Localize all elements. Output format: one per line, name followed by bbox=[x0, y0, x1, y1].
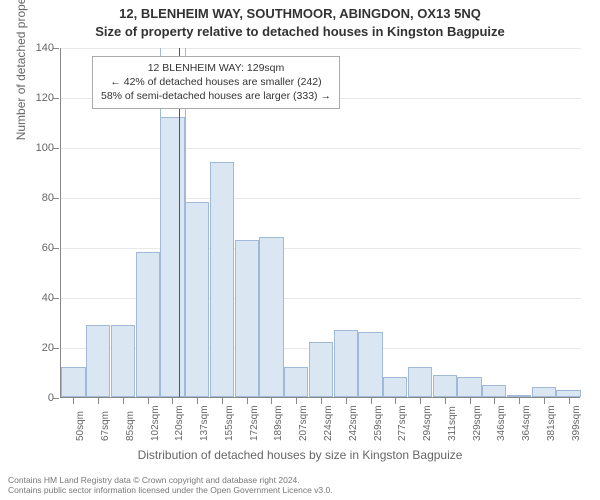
x-axis-title: Distribution of detached houses by size … bbox=[0, 448, 600, 462]
x-tick-label: 137sqm bbox=[199, 405, 210, 441]
footer: Contains HM Land Registry data © Crown c… bbox=[8, 475, 333, 496]
x-tick-label: 346sqm bbox=[496, 405, 507, 441]
x-tick bbox=[395, 398, 396, 404]
y-tick-label: 120 bbox=[36, 92, 54, 104]
x-tick-label: 242sqm bbox=[348, 405, 359, 441]
x-tick-label: 399sqm bbox=[571, 405, 582, 441]
y-tick-label: 60 bbox=[42, 242, 54, 254]
y-tick-label: 100 bbox=[36, 142, 54, 154]
x-tick bbox=[371, 398, 372, 404]
x-tick bbox=[222, 398, 223, 404]
x-tick bbox=[271, 398, 272, 404]
x-tick bbox=[346, 398, 347, 404]
histogram-bar bbox=[507, 395, 531, 397]
histogram-bar bbox=[334, 330, 358, 398]
x-tick bbox=[470, 398, 471, 404]
x-tick-label: 329sqm bbox=[472, 405, 483, 441]
x-tick-label: 189sqm bbox=[273, 405, 284, 441]
histogram-bar bbox=[532, 387, 556, 397]
histogram-bar bbox=[482, 385, 506, 398]
annotation-line-3: 58% of semi-detached houses are larger (… bbox=[101, 89, 331, 103]
chart-container: 12, BLENHEIM WAY, SOUTHMOOR, ABINGDON, O… bbox=[0, 0, 600, 500]
x-tick bbox=[321, 398, 322, 404]
x-tick bbox=[172, 398, 173, 404]
histogram-bar bbox=[259, 237, 283, 397]
y-tick-label: 80 bbox=[42, 192, 54, 204]
x-tick-label: 207sqm bbox=[298, 405, 309, 441]
x-tick-label: 364sqm bbox=[521, 405, 532, 441]
x-tick-label: 155sqm bbox=[224, 405, 235, 441]
x-tick bbox=[123, 398, 124, 404]
histogram-bar bbox=[383, 377, 407, 397]
y-axis-title: Number of detached properties bbox=[14, 0, 28, 140]
x-tick-label: 311sqm bbox=[447, 406, 458, 441]
x-tick-label: 85sqm bbox=[125, 411, 136, 441]
histogram-bar bbox=[284, 367, 308, 397]
x-tick bbox=[569, 398, 570, 404]
histogram-bar bbox=[210, 162, 234, 397]
histogram-bar bbox=[556, 390, 580, 398]
x-tick bbox=[73, 398, 74, 404]
gridline bbox=[61, 148, 581, 149]
histogram-bar bbox=[86, 325, 110, 398]
x-tick-label: 172sqm bbox=[249, 405, 260, 441]
x-tick bbox=[247, 398, 248, 404]
x-tick bbox=[445, 398, 446, 404]
histogram-bar bbox=[408, 367, 432, 397]
y-tick-label: 140 bbox=[36, 42, 54, 54]
y-tick-label: 20 bbox=[42, 342, 54, 354]
histogram-bar bbox=[185, 202, 209, 397]
x-tick bbox=[494, 398, 495, 404]
footer-line-1: Contains HM Land Registry data © Crown c… bbox=[8, 475, 333, 486]
gridline bbox=[61, 48, 581, 49]
histogram-bar bbox=[358, 332, 382, 397]
annotation-line-2: ← 42% of detached houses are smaller (24… bbox=[101, 75, 331, 89]
y-tick-label: 40 bbox=[42, 292, 54, 304]
x-tick-label: 277sqm bbox=[397, 405, 408, 441]
chart-title-description: Size of property relative to detached ho… bbox=[0, 24, 600, 39]
x-tick-label: 259sqm bbox=[373, 405, 384, 441]
chart-title-address: 12, BLENHEIM WAY, SOUTHMOOR, ABINGDON, O… bbox=[0, 6, 600, 21]
x-tick-label: 381sqm bbox=[546, 405, 557, 441]
x-tick bbox=[544, 398, 545, 404]
histogram-bar bbox=[160, 117, 184, 397]
x-tick-label: 224sqm bbox=[323, 405, 334, 441]
gridline bbox=[61, 248, 581, 249]
histogram-bar bbox=[433, 375, 457, 398]
y-tick-label: 0 bbox=[48, 392, 54, 404]
x-tick bbox=[519, 398, 520, 404]
x-tick bbox=[98, 398, 99, 404]
histogram-bar bbox=[235, 240, 259, 398]
x-tick-label: 120sqm bbox=[174, 405, 185, 441]
x-tick-label: 102sqm bbox=[150, 405, 161, 441]
x-tick bbox=[148, 398, 149, 404]
footer-line-2: Contains public sector information licen… bbox=[8, 485, 333, 496]
x-tick bbox=[296, 398, 297, 404]
x-tick-label: 50sqm bbox=[75, 411, 86, 441]
histogram-bar bbox=[457, 377, 481, 397]
histogram-bar bbox=[136, 252, 160, 397]
histogram-bar bbox=[111, 325, 135, 398]
histogram-bar bbox=[61, 367, 85, 397]
histogram-bar bbox=[309, 342, 333, 397]
x-tick-label: 67sqm bbox=[100, 411, 111, 441]
x-tick-label: 294sqm bbox=[422, 405, 433, 441]
annotation-line-1: 12 BLENHEIM WAY: 129sqm bbox=[101, 61, 331, 75]
annotation-box: 12 BLENHEIM WAY: 129sqm ← 42% of detache… bbox=[92, 56, 340, 109]
x-tick bbox=[197, 398, 198, 404]
x-tick bbox=[420, 398, 421, 404]
gridline bbox=[61, 198, 581, 199]
